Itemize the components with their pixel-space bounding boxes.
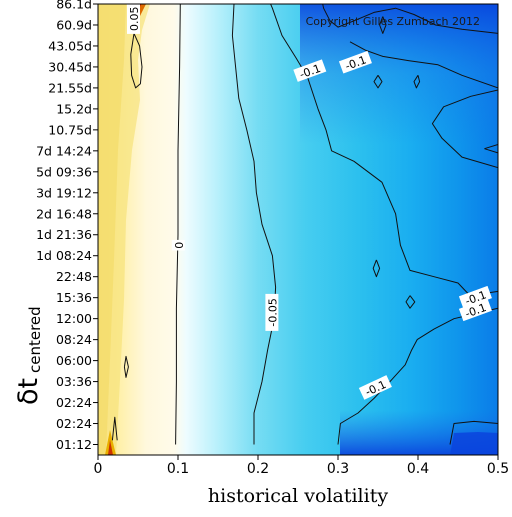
y-tick-label: 12:00 <box>56 311 92 326</box>
contour-label-text: 0.05 <box>128 6 141 31</box>
contour-label: 0.05 <box>127 4 141 34</box>
contour-line <box>130 33 143 89</box>
contour-line <box>337 307 498 445</box>
contour-label-bg <box>171 239 185 251</box>
y-tick-label: 15.2d <box>56 101 92 116</box>
y-tick-label: 60.9d <box>56 17 92 32</box>
contour-line <box>111 416 118 441</box>
y-tick-label: 7d 14:24 <box>36 143 92 158</box>
y-tick-label: 08:24 <box>56 332 92 347</box>
contour-line <box>270 4 498 297</box>
y-tick-label: 10.75d <box>48 122 92 137</box>
heatmap-bottom-right-deep-blue <box>450 432 498 455</box>
contour-line <box>231 4 277 445</box>
contour-label-bg <box>265 293 279 331</box>
y-tick-label: 5d 09:36 <box>36 164 92 179</box>
contour-line <box>484 144 498 154</box>
contour-label-bg <box>358 375 392 400</box>
y-tick-label: 86.1d <box>56 0 92 12</box>
contour-line <box>322 4 498 34</box>
contour-line <box>175 4 181 445</box>
contour-line <box>379 16 387 34</box>
contour-layer <box>111 4 498 445</box>
y-tick-label: 30.45d <box>48 59 92 74</box>
contour-line <box>123 355 129 378</box>
heatmap-yellow-band-1 <box>98 4 126 455</box>
x-tick-label: 0.5 <box>487 461 509 477</box>
x-tick-label: 0.2 <box>247 461 269 477</box>
y-tick-label: 3d 19:12 <box>36 185 92 200</box>
y-tick-label: 43.05d <box>48 38 92 53</box>
y-tick-label: 06:00 <box>56 353 92 368</box>
contour-line <box>373 75 383 89</box>
x-tick-label: 0.1 <box>167 461 189 477</box>
y-axis-ticks: 01:12 02:24 02:24 03:36 06:00 08:24 12:00 15:36… <box>36 0 98 452</box>
contour-line <box>349 41 498 89</box>
x-axis-ticks: 0 0.1 0.2 0.3 0.4 0.5 <box>94 455 509 477</box>
y-tick-label: 02:24 <box>56 416 92 431</box>
copyright-text: Copyright Gilles Zumbach 2012 <box>306 15 480 28</box>
x-tick-label: 0.3 <box>327 461 349 477</box>
contour-line <box>449 420 498 445</box>
contour-line <box>405 295 416 309</box>
contour-line <box>145 4 147 5</box>
x-tick-label: 0 <box>94 461 103 477</box>
contour-label-bg <box>127 4 140 34</box>
heatmap-red-bottom <box>108 440 113 455</box>
y-tick-label: 01:12 <box>56 437 92 452</box>
y-tick-label: 21.55d <box>48 80 92 95</box>
contour-label: -0.05 <box>265 293 279 331</box>
y-tick-label: 2d 16:48 <box>36 206 92 221</box>
y-axis-label-main: δt <box>13 378 44 405</box>
y-tick-label: 1d 21:36 <box>36 227 92 242</box>
y-tick-label: 02:24 <box>56 395 92 410</box>
contour-label-bg <box>458 285 492 309</box>
y-tick-label: 03:36 <box>56 374 92 389</box>
y-axis-label-subscript: centered <box>26 306 44 373</box>
contour-label-text: 0 <box>173 242 186 249</box>
y-tick-label: 1d 08:24 <box>36 248 92 263</box>
contour-line <box>431 89 498 169</box>
contour-label: 0 <box>171 239 186 251</box>
y-tick-label: 15:36 <box>56 290 92 305</box>
contour-label-bg <box>338 50 372 74</box>
contour-label-layer: 0.050-0.05-0.1 -0.1-0.1-0.1-0.1 <box>127 4 492 400</box>
contour-line <box>372 259 381 278</box>
contour-label-bg <box>458 298 492 322</box>
contour-label-bg <box>293 59 327 82</box>
heatmap-top-blue-region <box>300 4 498 144</box>
x-tick-label: 0.4 <box>407 461 429 477</box>
contour-label-text: -0.05 <box>266 298 279 326</box>
contour-line <box>413 75 421 89</box>
y-axis-label: δt centered <box>13 306 44 405</box>
x-axis-label: historical volatility <box>208 485 388 507</box>
y-tick-label: 22:48 <box>56 269 92 284</box>
plot-frame <box>97 3 499 456</box>
heatmap-layer: 0.050-0.05-0.1 -0.1-0.1-0.1-0.1 <box>98 4 498 455</box>
